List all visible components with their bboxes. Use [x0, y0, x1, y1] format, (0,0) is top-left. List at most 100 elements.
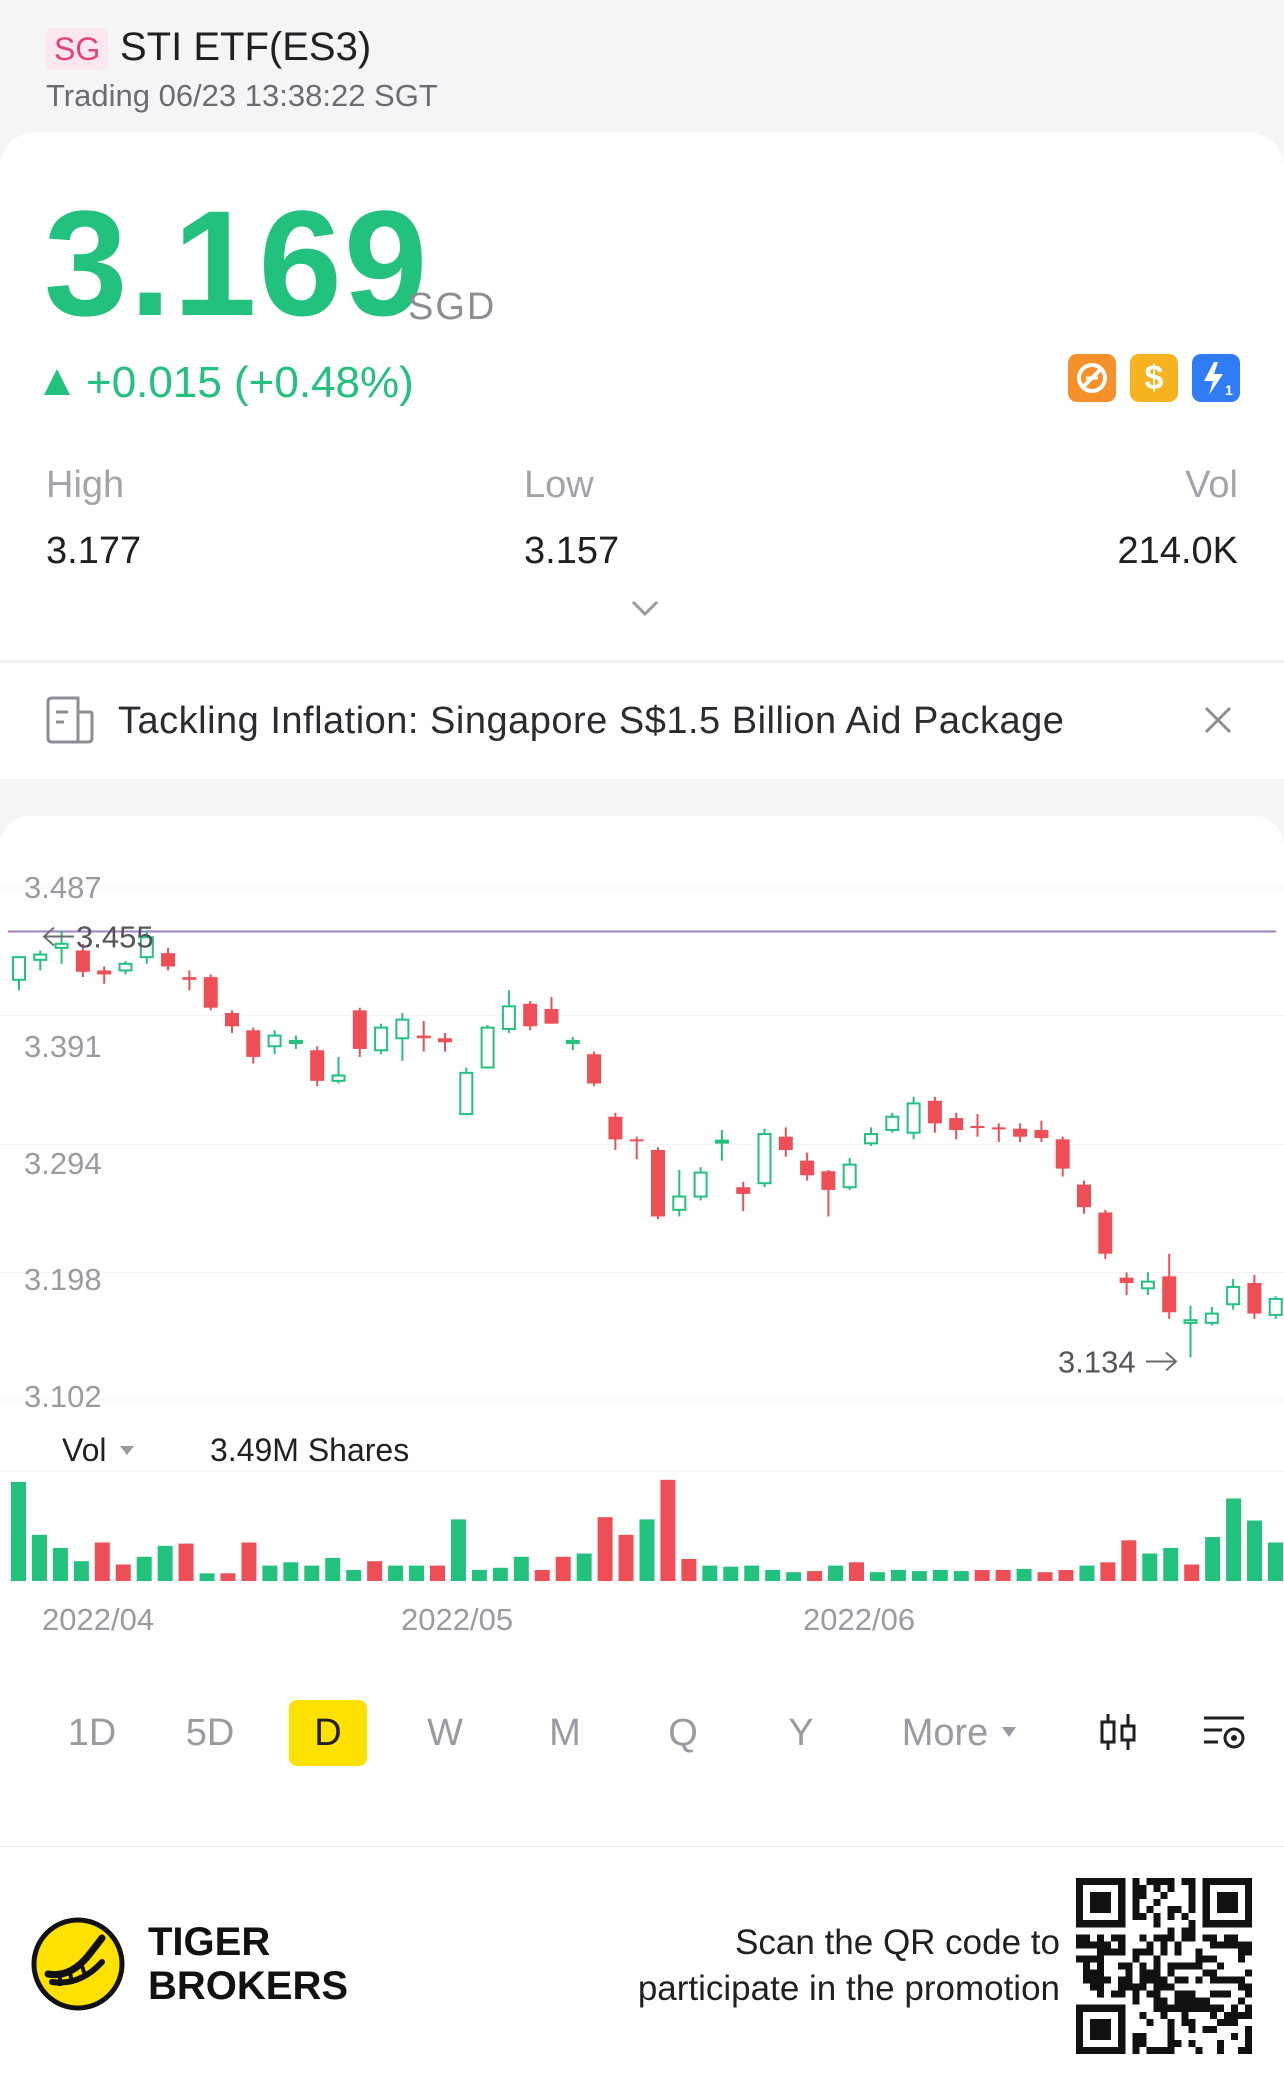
qr-module — [1216, 1941, 1224, 1949]
qr-module — [1153, 1885, 1161, 1893]
qr-module — [1118, 1962, 1126, 1970]
volume-bar — [890, 1570, 906, 1581]
candle-body-down — [629, 1139, 644, 1142]
qr-module — [1167, 2046, 1175, 2054]
qr-module — [1160, 2046, 1168, 2054]
volume-bar — [31, 1534, 47, 1581]
news-banner[interactable] — [0, 662, 1284, 779]
period-more[interactable]: More — [894, 1700, 1024, 1766]
qr-module — [1146, 2046, 1154, 2054]
qr-module — [1216, 1899, 1224, 1907]
qr-module — [1188, 2025, 1196, 2033]
qr-module — [1160, 1934, 1168, 1942]
qr-module — [1237, 1983, 1245, 1991]
dollar-icon[interactable]: $ — [1130, 354, 1178, 402]
no-short-icon[interactable] — [1068, 354, 1116, 402]
close-icon[interactable] — [1202, 704, 1234, 736]
x-axis-label: 2022/04 — [42, 1602, 155, 1637]
candlestick-chart[interactable]: 3.455 3.134 — [0, 816, 1284, 1636]
high-marker-label: 3.455 — [76, 920, 154, 955]
qr-module — [1230, 2004, 1238, 2012]
qr-code[interactable] — [1076, 1878, 1252, 2054]
qr-module — [1153, 1990, 1161, 1998]
period-1d[interactable]: 1D — [67, 1712, 117, 1754]
qr-module — [1244, 1892, 1252, 1900]
candlestick-type-icon[interactable] — [1094, 1708, 1142, 1756]
qr-module — [1104, 2004, 1112, 2012]
period-5d[interactable]: 5D — [185, 1712, 235, 1754]
volume-bar — [555, 1556, 571, 1581]
qr-module — [1160, 2004, 1168, 2012]
qr-module — [1202, 1906, 1210, 1914]
qr-module — [1216, 1878, 1224, 1886]
qr-module — [1104, 2018, 1112, 2026]
qr-module — [1083, 2046, 1091, 2054]
qr-module — [1216, 2039, 1224, 2047]
qr-module — [1188, 1997, 1196, 2005]
qr-module — [1118, 1913, 1126, 1921]
candle-body-up — [480, 1026, 495, 1069]
qr-module — [1188, 1906, 1196, 1914]
qr-module — [1202, 1878, 1210, 1886]
volume-bar — [367, 1561, 383, 1581]
candle-body-down — [544, 1009, 559, 1024]
qr-module — [1202, 1892, 1210, 1900]
qr-module — [1076, 1934, 1084, 1942]
qr-module — [1090, 1983, 1098, 1991]
period-daily[interactable]: D — [289, 1700, 367, 1766]
qr-module — [1160, 1948, 1168, 1956]
volume-bar — [576, 1553, 592, 1581]
qr-module — [1139, 2039, 1147, 2047]
qr-module — [1097, 2032, 1105, 2040]
qr-module — [1083, 1941, 1091, 1949]
candle-body-up — [331, 1074, 346, 1082]
lightning-level1-icon[interactable]: 1 — [1192, 354, 1240, 402]
period-more-label: More — [901, 1712, 989, 1754]
volume-bar — [73, 1561, 89, 1581]
qr-module — [1132, 2046, 1140, 2054]
volume-bar — [1121, 1540, 1137, 1581]
volume-bar — [1058, 1570, 1074, 1581]
qr-module — [1195, 1962, 1203, 1970]
candle-body-down — [736, 1187, 751, 1194]
volume-bar — [471, 1570, 487, 1581]
qr-module — [1118, 1878, 1126, 1886]
qr-module — [1118, 1983, 1126, 1991]
qr-module — [1188, 1892, 1196, 1900]
volume-bar — [304, 1565, 320, 1581]
qr-module — [1230, 1899, 1238, 1907]
volume-bar — [11, 1482, 26, 1581]
candle-body-up — [374, 1026, 389, 1052]
candle-body-up — [12, 956, 26, 981]
period-quarterly[interactable]: Q — [668, 1712, 698, 1754]
news-headline[interactable]: Tackling Inflation: Singapore S$1.5 Bill… — [118, 700, 1065, 742]
qr-module — [1139, 1976, 1147, 1984]
qr-module — [1244, 1983, 1252, 1991]
volume-bar — [52, 1548, 68, 1581]
promo-footer — [0, 1846, 1284, 2086]
candle-body-up — [1226, 1285, 1241, 1306]
qr-module — [1132, 1906, 1140, 1914]
chevron-down-icon[interactable] — [630, 598, 660, 618]
period-monthly[interactable]: M — [549, 1712, 581, 1754]
qr-module — [1090, 2004, 1098, 2012]
chart-settings-icon[interactable] — [1200, 1708, 1248, 1756]
candle-body-down — [1247, 1282, 1262, 1314]
volume-bar — [786, 1572, 802, 1581]
qr-module — [1237, 1976, 1245, 1984]
qr-module — [1132, 1885, 1140, 1893]
qr-module — [1118, 1941, 1126, 1949]
qr-module — [1230, 1941, 1238, 1949]
candle-body-down — [416, 1035, 431, 1039]
qr-module — [1118, 1990, 1126, 1998]
candle-body-up — [842, 1163, 857, 1189]
qr-module — [1097, 2025, 1105, 2033]
candle-body-down — [1098, 1212, 1113, 1254]
qr-module — [1188, 1885, 1196, 1893]
period-weekly[interactable]: W — [427, 1712, 463, 1754]
qr-module — [1139, 1948, 1147, 1956]
qr-module — [1167, 1878, 1175, 1886]
volume-indicator-selector[interactable]: Vol — [62, 1430, 135, 1470]
qr-module — [1160, 1976, 1168, 1984]
period-yearly[interactable]: Y — [788, 1712, 814, 1754]
